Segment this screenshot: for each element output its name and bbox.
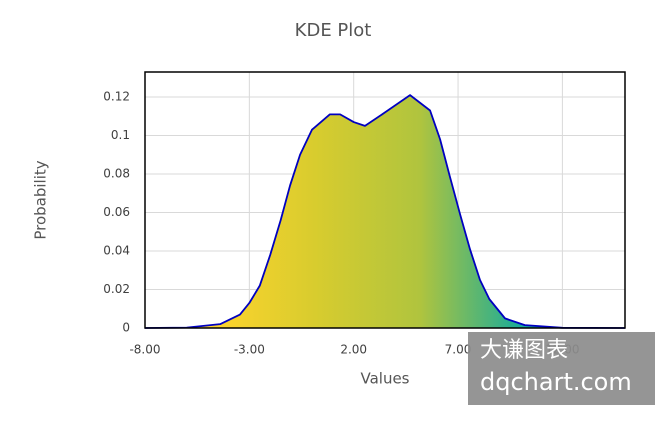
area-fill: [145, 95, 625, 328]
x-tick-label: -8.00: [129, 343, 160, 357]
y-tick-label: 0.02: [103, 282, 130, 296]
y-axis-label: Probability: [32, 160, 50, 239]
plot-frame: [144, 71, 626, 329]
y-tick-label: 0.12: [103, 90, 130, 104]
watermark: 大谦图表: [480, 338, 568, 363]
x-axis-label: Values: [360, 370, 409, 388]
x-tick-label: -3.00: [234, 343, 265, 357]
y-tick-label: 0.1: [111, 128, 130, 142]
chart-title: KDE Plot: [295, 20, 372, 41]
y-tick-label: 0.08: [103, 167, 130, 181]
watermark: dqchart.com: [480, 368, 632, 396]
density-line: [144, 94, 626, 329]
watermark-box: [468, 332, 655, 405]
y-tick-label: 0.04: [103, 244, 130, 258]
x-tick-label: 7.00: [445, 343, 472, 357]
y-tick-label: 0.06: [103, 205, 130, 219]
x-tick-label: 2.00: [340, 343, 367, 357]
y-tick-label: 0: [122, 321, 130, 335]
